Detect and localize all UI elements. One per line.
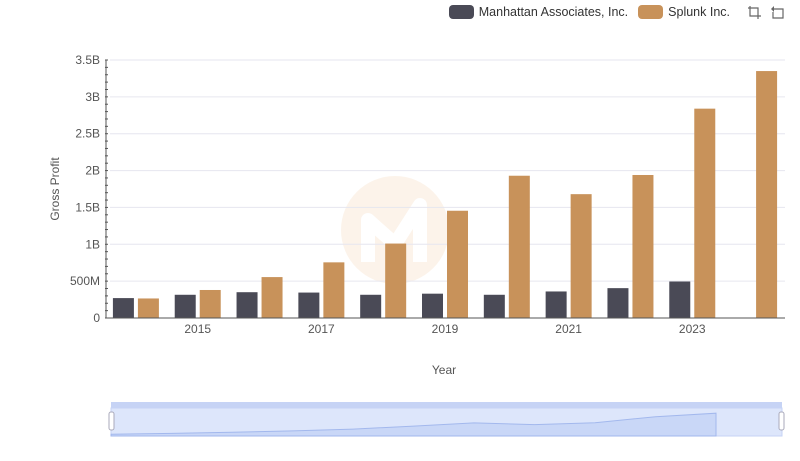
bar-splunk-2023[interactable]: [694, 108, 716, 318]
legend-swatch-splunk: [638, 5, 664, 19]
slider-handle-right[interactable]: [778, 411, 785, 431]
bar-manhattan-2019[interactable]: [422, 293, 443, 318]
x-tick-label: 2015: [184, 322, 211, 336]
x-axis-title: Year: [432, 363, 456, 377]
legend-swatch-manhattan: [448, 5, 474, 19]
x-tick-label: 2023: [679, 322, 706, 336]
bar-splunk-2017[interactable]: [323, 262, 345, 318]
bar-splunk-2014[interactable]: [137, 298, 159, 318]
bar-manhattan-2023[interactable]: [669, 281, 691, 318]
legend-item-manhattan[interactable]: Manhattan Associates, Inc.: [448, 5, 629, 19]
bar-splunk-2018[interactable]: [385, 243, 407, 318]
legend-label-manhattan: Manhattan Associates, Inc.: [478, 5, 629, 19]
bar-manhattan-2016[interactable]: [236, 292, 258, 318]
bar-splunk-2019[interactable]: [447, 210, 468, 318]
slider-top-bar[interactable]: [111, 402, 782, 408]
legend-label-splunk: Splunk Inc.: [668, 5, 730, 19]
y-tick-label: 3B: [85, 90, 100, 104]
bar-splunk-2021[interactable]: [570, 194, 592, 318]
x-tick-label: 2017: [308, 322, 335, 336]
bar-splunk-2015[interactable]: [199, 289, 221, 318]
x-tick-label: 2021: [555, 322, 582, 336]
bar-manhattan-2021[interactable]: [545, 291, 567, 318]
bar-manhattan-2017[interactable]: [298, 292, 320, 318]
y-tick-label: 3.5B: [75, 53, 100, 67]
bar-manhattan-2022[interactable]: [607, 288, 629, 318]
y-tick-label: 2.5B: [75, 127, 100, 141]
restore-icon[interactable]: [770, 4, 786, 20]
legend: Manhattan Associates, Inc. Splunk Inc.: [448, 4, 786, 20]
bar-manhattan-2018[interactable]: [360, 294, 382, 318]
y-axis-title: Gross Profit: [48, 157, 62, 221]
y-tick-label: 1.5B: [75, 200, 100, 214]
data-zoom-slider[interactable]: [108, 402, 785, 437]
bar-splunk-2024[interactable]: [756, 71, 778, 318]
bar-manhattan-2020[interactable]: [483, 294, 505, 318]
y-tick-label: 2B: [85, 164, 100, 178]
y-tick-label: 1B: [85, 237, 100, 251]
slider-preview-area: [110, 412, 717, 437]
zoom-icon[interactable]: [746, 4, 762, 20]
bar-splunk-2022[interactable]: [632, 174, 654, 318]
y-tick-label: 0: [93, 311, 100, 325]
slider-handle-left[interactable]: [108, 411, 115, 431]
legend-item-splunk[interactable]: Splunk Inc.: [638, 5, 730, 19]
bar-splunk-2016[interactable]: [261, 277, 283, 318]
bar-splunk-2020[interactable]: [508, 175, 530, 318]
bar-manhattan-2015[interactable]: [174, 294, 196, 318]
x-tick-label: 2019: [432, 322, 459, 336]
bar-manhattan-2014[interactable]: [112, 298, 134, 318]
toolbox: [746, 4, 786, 20]
y-tick-label: 500M: [70, 274, 100, 288]
